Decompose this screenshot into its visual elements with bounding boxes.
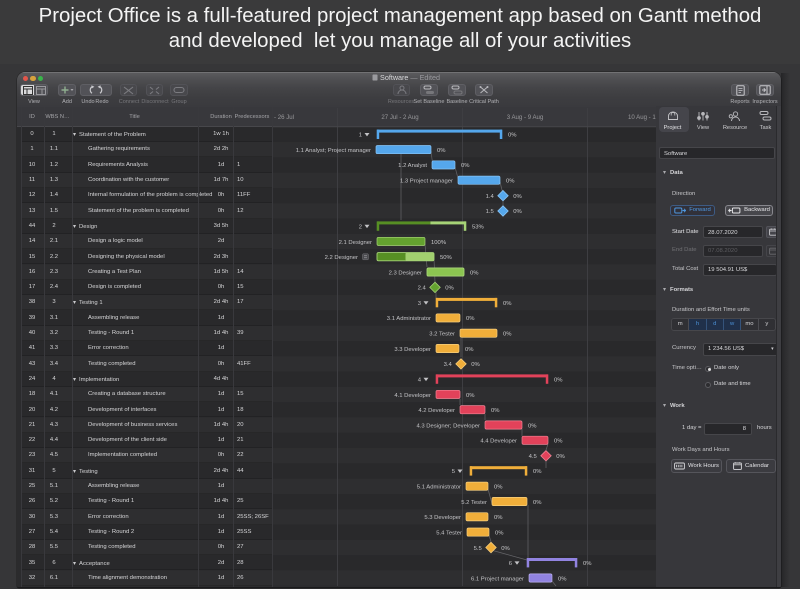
- svg-text:0%: 0%: [558, 576, 567, 582]
- svg-text:0%: 0%: [495, 531, 504, 537]
- svg-text:0%: 0%: [513, 209, 522, 215]
- svg-text:2.3 Designer: 2.3 Designer: [389, 270, 422, 276]
- svg-text:5.4 Tester: 5.4 Tester: [436, 531, 462, 537]
- svg-text:0%: 0%: [465, 347, 474, 353]
- svg-text:1.4: 1.4: [486, 194, 495, 200]
- svg-text:1.1 Analyst; Project manager: 1.1 Analyst; Project manager: [296, 148, 371, 154]
- svg-text:53%: 53%: [472, 225, 485, 231]
- svg-text:0%: 0%: [533, 500, 542, 506]
- svg-text:3 Aug - 9 Aug: 3 Aug - 9 Aug: [507, 114, 544, 121]
- svg-text:4.4 Developer: 4.4 Developer: [480, 439, 517, 445]
- svg-text:5.2 Tester: 5.2 Tester: [461, 500, 487, 506]
- svg-text:0%: 0%: [503, 301, 512, 307]
- svg-text:4.3 Designer; Developer: 4.3 Designer; Developer: [416, 423, 480, 429]
- svg-text:2.4: 2.4: [418, 286, 427, 292]
- svg-text:5.1 Administrator: 5.1 Administrator: [417, 485, 461, 491]
- svg-text:0%: 0%: [466, 316, 475, 322]
- svg-text:2.1 Designer: 2.1 Designer: [339, 240, 372, 246]
- svg-text:1.5: 1.5: [486, 209, 495, 215]
- svg-text:0%: 0%: [554, 439, 563, 445]
- svg-text:1.2 Analyst: 1.2 Analyst: [398, 163, 427, 169]
- svg-text:0%: 0%: [494, 485, 503, 491]
- svg-text:0%: 0%: [466, 393, 475, 399]
- svg-text:0%: 0%: [508, 133, 517, 139]
- svg-text:0%: 0%: [471, 362, 480, 368]
- svg-text:0%: 0%: [501, 546, 510, 552]
- svg-text:4.1 Developer: 4.1 Developer: [394, 393, 431, 399]
- svg-text:0%: 0%: [494, 515, 503, 521]
- svg-text:0%: 0%: [437, 148, 446, 154]
- svg-text:0%: 0%: [533, 469, 542, 475]
- svg-text:3.3 Developer: 3.3 Developer: [394, 347, 431, 353]
- svg-text:3.1 Administrator: 3.1 Administrator: [387, 316, 431, 322]
- svg-text:0%: 0%: [513, 194, 522, 200]
- svg-text:10 Aug - 16: 10 Aug - 16: [628, 114, 656, 121]
- svg-text:6: 6: [509, 561, 513, 567]
- svg-text:0%: 0%: [445, 286, 454, 292]
- svg-text:50%: 50%: [440, 255, 453, 261]
- svg-text:0%: 0%: [470, 270, 479, 276]
- svg-text:- 26 Jul: - 26 Jul: [274, 114, 294, 121]
- svg-text:27 Jul - 2 Aug: 27 Jul - 2 Aug: [381, 114, 418, 121]
- svg-text:4.2 Developer: 4.2 Developer: [418, 408, 455, 414]
- svg-text:1: 1: [359, 133, 362, 139]
- svg-text:1.3 Project manager: 1.3 Project manager: [400, 179, 453, 185]
- svg-text:0%: 0%: [528, 423, 537, 429]
- svg-text:5: 5: [452, 469, 456, 475]
- svg-text:0%: 0%: [491, 408, 500, 414]
- svg-text:0%: 0%: [503, 332, 512, 338]
- svg-text:100%: 100%: [431, 240, 447, 246]
- svg-text:4.5: 4.5: [529, 454, 538, 460]
- svg-text:2: 2: [359, 225, 362, 231]
- svg-text:0%: 0%: [506, 179, 515, 185]
- svg-text:3: 3: [418, 301, 422, 307]
- svg-text:3.4: 3.4: [444, 362, 453, 368]
- svg-text:3.2 Tester: 3.2 Tester: [429, 332, 455, 338]
- svg-text:5.5: 5.5: [474, 546, 483, 552]
- svg-text:6.1 Project manager: 6.1 Project manager: [471, 576, 524, 582]
- svg-text:2.2 Designer: 2.2 Designer: [325, 255, 358, 261]
- svg-text:5.3 Developer: 5.3 Developer: [424, 515, 461, 521]
- svg-text:0%: 0%: [583, 561, 592, 567]
- svg-text:0%: 0%: [461, 163, 470, 169]
- svg-text:0%: 0%: [556, 454, 565, 460]
- svg-text:0%: 0%: [554, 377, 563, 383]
- svg-text:4: 4: [418, 377, 422, 383]
